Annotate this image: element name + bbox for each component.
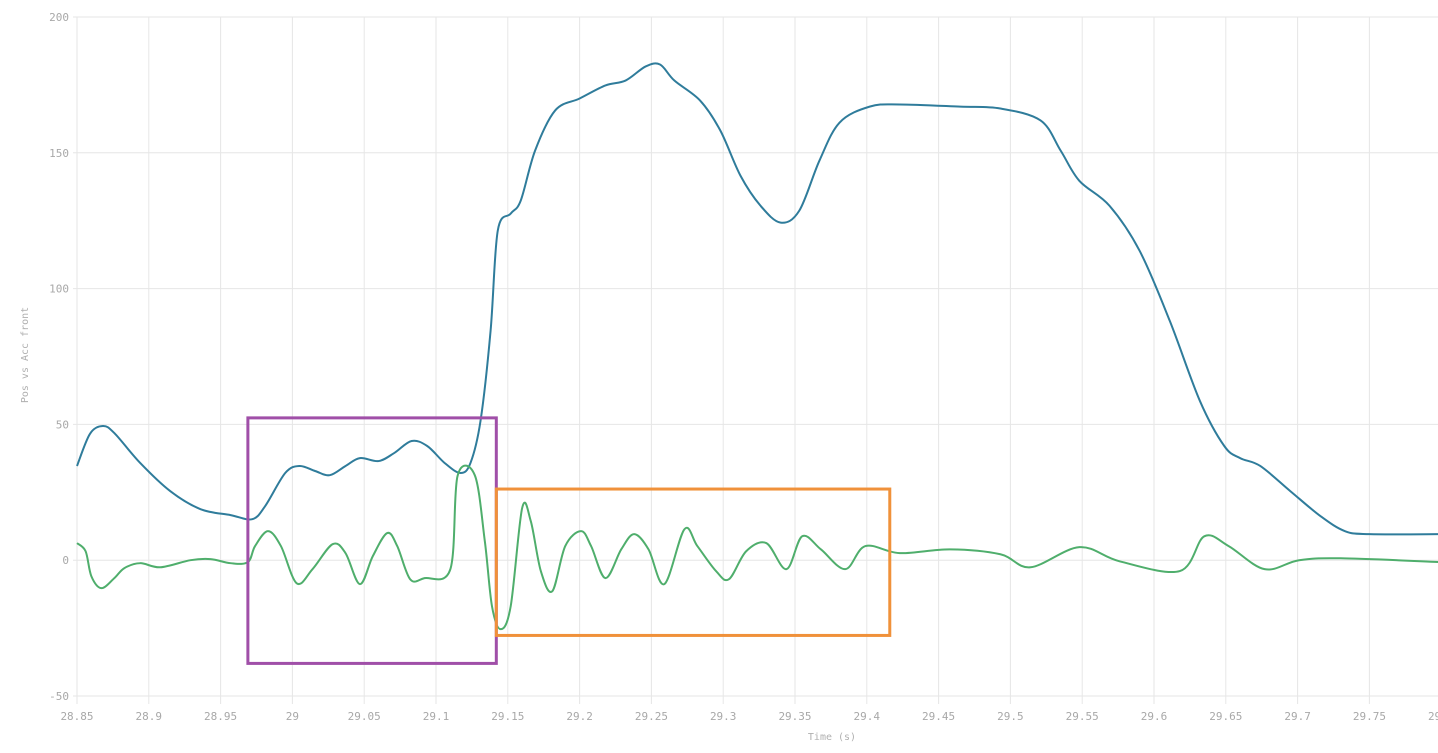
x-tick-label: 29.1 [423,710,450,723]
series-line-1 [76,464,1438,631]
y-tick-label: 0 [62,554,69,567]
y-tick-label: -50 [49,690,69,703]
x-tick-label: 29 [286,710,299,723]
series-line-0 [76,62,1438,536]
y-tick-label: 200 [49,11,69,24]
annotations [246,416,892,665]
y-tick-label: 50 [56,418,69,431]
x-tick-label: 28.9 [136,710,163,723]
x-tick-label: 29.4 [854,710,881,723]
x-tick-label: 29.35 [778,710,811,723]
grid [73,16,1438,704]
y-axis-label: Pos vs Acc front [20,307,31,403]
x-tick-label: 29.55 [1066,710,1099,723]
y-tick-label: 150 [49,147,69,160]
x-tick-label: 29.2 [566,710,593,723]
y-tick-label: 100 [49,283,69,296]
x-tick-label: 29.75 [1353,710,1386,723]
highlight-box-0 [246,416,498,665]
x-tick-label: 29.65 [1209,710,1242,723]
x-axis: 28.85 28.9 28.95 29 29.05 29.1 29.15 29.2 29.25 2… [60,710,1438,723]
x-tick-label: 29.25 [635,710,668,723]
x-tick-label: 29.5 [997,710,1024,723]
x-tick-label: 28.85 [60,710,93,723]
x-tick-label: 29.6 [1141,710,1168,723]
x-tick-label: 29.05 [348,710,381,723]
x-tick-label: 29.45 [922,710,955,723]
x-tick-label: 28.95 [204,710,237,723]
x-tick-label: 29.3 [710,710,737,723]
series-group [76,62,1438,631]
x-axis-label: Time (s) [808,732,856,743]
x-tick-label: 29.8 [1428,710,1438,723]
highlight-box-1 [494,487,892,637]
x-tick-label: 29.15 [491,710,524,723]
x-tick-label: 29.7 [1284,710,1311,723]
y-axis: -50 0 50 100 150 200 [49,11,69,703]
